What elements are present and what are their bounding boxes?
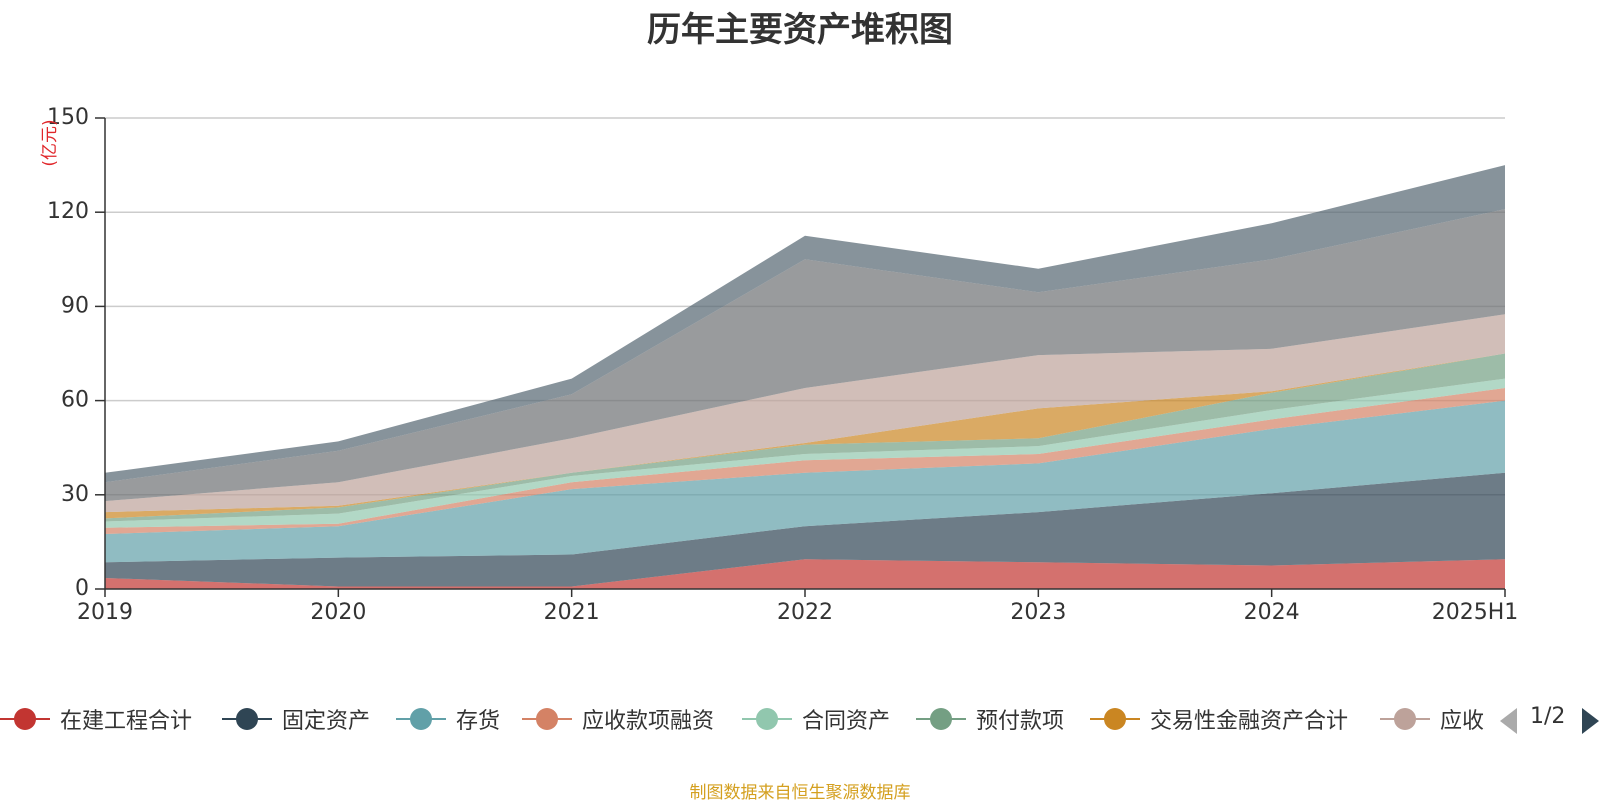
x-tick-label: 2024 (1244, 600, 1300, 625)
y-tick-label: 90 (61, 293, 89, 318)
legend-item[interactable]: 存货 (396, 696, 500, 742)
legend-label: 预付款项 (976, 709, 1065, 734)
area-series (105, 400, 1505, 563)
legend-item[interactable]: 预付款项 (916, 696, 1064, 742)
legend-label: 在建工程合计 (60, 709, 193, 734)
legend-item[interactable]: 固定资产 (222, 696, 370, 742)
legend-swatch-icon (916, 704, 966, 734)
legend-pager: 1/2 (1500, 700, 1600, 740)
x-tick-label: 2019 (77, 600, 133, 625)
area-series (105, 388, 1505, 534)
source-note: 制图数据来自恒生聚源数据库 (689, 783, 911, 803)
legend-label: 交易性金融资产合计 (1150, 709, 1349, 734)
legend-page-indicator: 1/2 (1530, 704, 1566, 729)
axes: 0 30 60 90 120 150 2019 2020 2021 2022 2023 2024 202… (47, 105, 1518, 625)
x-tick-label: 2020 (310, 600, 366, 625)
legend-swatch-icon (522, 704, 572, 734)
legend-swatch-icon (1380, 704, 1430, 734)
area-series-group (105, 165, 1505, 589)
y-tick-label: 0 (75, 576, 89, 601)
legend: 在建工程合计固定资产存货应收款项融资合同资产预付款项交易性金融资产合计应收账款货… (0, 696, 1485, 742)
legend-label: 存货 (456, 709, 501, 734)
x-tick-label: 2025H1 (1432, 600, 1519, 625)
y-tick-label: 120 (47, 199, 89, 224)
y-axis-unit-label: (亿元) (40, 119, 60, 166)
legend-swatch-icon (1090, 704, 1140, 734)
legend-prev-page-icon[interactable] (1500, 708, 1517, 734)
legend-swatch-icon (742, 704, 792, 734)
chart-title: 历年主要资产堆积图 (647, 10, 953, 50)
area-series (105, 472, 1505, 587)
legend-item[interactable]: 应收款项融资 (522, 696, 714, 742)
legend-label: 固定资产 (282, 709, 371, 734)
x-tick-label: 2022 (777, 600, 833, 625)
legend-label: 应收款项融资 (582, 709, 715, 734)
area-series (105, 559, 1505, 589)
legend-item[interactable]: 在建工程合计 (0, 696, 192, 742)
x-tick-label: 2023 (1010, 600, 1066, 625)
y-tick-label: 60 (61, 388, 89, 413)
legend-next-page-icon[interactable] (1582, 708, 1599, 734)
legend-label: 合同资产 (802, 709, 891, 734)
legend-swatch-icon (0, 704, 50, 734)
legend-item[interactable]: 合同资产 (742, 696, 890, 742)
legend-item[interactable]: 应收账款 (1380, 696, 1485, 742)
legend-swatch-icon (396, 704, 446, 734)
legend-label: 应收账款 (1440, 709, 1485, 734)
y-tick-label: 150 (47, 105, 89, 130)
x-tick-label: 2021 (544, 600, 600, 625)
legend-swatch-icon (222, 704, 272, 734)
y-tick-label: 30 (61, 482, 89, 507)
legend-item[interactable]: 交易性金融资产合计 (1090, 696, 1348, 742)
area-series (105, 209, 1505, 502)
area-series (105, 314, 1505, 513)
